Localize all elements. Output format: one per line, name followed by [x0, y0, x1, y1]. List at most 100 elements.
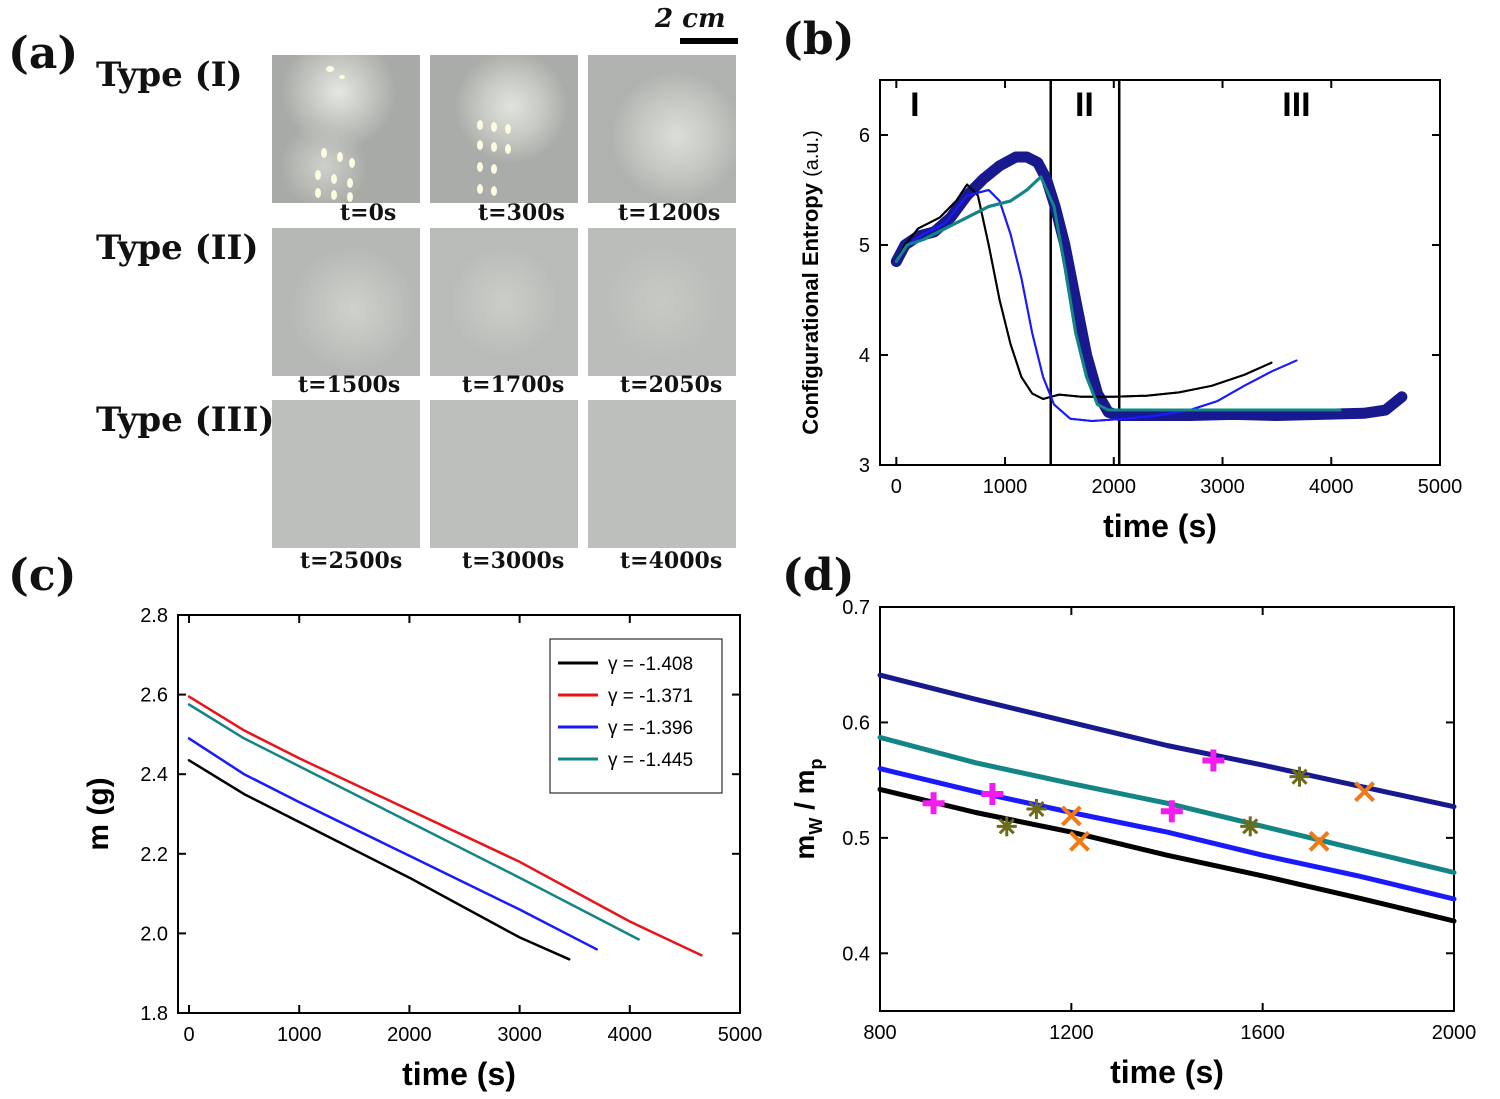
series-line-3	[187, 703, 640, 941]
marker-stroke	[1028, 800, 1045, 818]
marker-asterisk	[996, 816, 1017, 837]
legend-label: γ = -1.445	[608, 750, 693, 771]
series-line-blue	[877, 766, 1457, 902]
y-tick-label: 3	[859, 455, 870, 477]
type-label-3: Type (III)	[96, 400, 275, 440]
panel-label-a: (a)	[8, 28, 79, 79]
marker-stroke	[998, 818, 1015, 835]
y-tick-label: 2.6	[140, 685, 168, 707]
x-tick-label: 2000	[387, 1024, 432, 1046]
series-line-2	[187, 737, 598, 951]
x-tick-label: 5000	[1418, 476, 1463, 498]
photo-row3-col1	[272, 400, 420, 548]
y-axis-title-sub2: p	[806, 758, 826, 769]
x-tick-label: 4000	[1309, 476, 1354, 498]
series-line-teal	[877, 734, 1457, 875]
scale-bar-label: 2 cm	[655, 4, 726, 34]
x-tick-label: 2000	[1432, 1022, 1477, 1044]
caption-row3-col1: t=2500s	[300, 548, 403, 574]
y-axis-title-sub1: W	[806, 818, 826, 835]
series-line-navy	[890, 151, 1408, 421]
marker-asterisk	[1026, 799, 1047, 819]
x-tick-label: 4000	[608, 1024, 653, 1046]
marker-x	[1308, 830, 1330, 852]
type-label-2: Type (II)	[96, 228, 259, 268]
x-tick-label: 800	[863, 1022, 896, 1044]
y-tick-label: 2.8	[140, 605, 168, 627]
y-tick-label: 4	[859, 345, 870, 367]
y-axis-title-main: m	[789, 835, 820, 860]
x-tick-label: 1000	[277, 1024, 322, 1046]
marker-plus	[981, 782, 1004, 805]
chart-mass: 0 1000 2000 3000 4000 5000 1.8 2.0 2.2 2.4 2.6 2.8 t…	[82, 605, 763, 1092]
marker-asterisk	[1240, 816, 1261, 837]
plot-frame	[177, 614, 741, 1014]
caption-row1-col3: t=1200s	[618, 200, 721, 226]
x-axis-title: time (s)	[1103, 508, 1217, 544]
series-line-teal-top	[894, 175, 1342, 412]
photo-row2-col2	[430, 228, 578, 376]
y-tick-label: 6	[859, 125, 870, 147]
y-axis-title: m (g)	[82, 777, 115, 850]
panel-label-d: (d)	[782, 550, 855, 601]
x-axis-title: time (s)	[402, 1056, 516, 1092]
x-tick-label: 3000	[1200, 476, 1245, 498]
x-tick-label: 2000	[1092, 476, 1137, 498]
caption-row1-col1: t=0s	[340, 200, 397, 226]
y-axis-unit: (a.u.)	[801, 130, 823, 177]
series-line-1	[187, 695, 703, 957]
type-label-1: Type (I)	[96, 55, 243, 95]
marker-plus	[1202, 749, 1225, 772]
caption-row3-col2: t=3000s	[462, 548, 565, 574]
marker-stroke	[1308, 830, 1330, 852]
x-tick-label: 3000	[497, 1024, 542, 1046]
marker-stroke	[1242, 818, 1259, 835]
y-tick-label: 0.5	[842, 828, 870, 850]
x-tick-label: 1200	[1049, 1022, 1094, 1044]
region-label: I	[910, 86, 919, 124]
marker-plus	[922, 792, 945, 815]
legend-box	[549, 638, 723, 794]
marker-stroke	[1060, 805, 1082, 827]
series-line-black	[877, 786, 1457, 924]
region-label: II	[1075, 86, 1094, 124]
photo-row1-col2	[430, 55, 578, 203]
photo-row3-col3	[588, 400, 736, 548]
chart-mass-ratio: 800 1200 1600 2000 0.4 0.5 0.6 0.7 time (s) mW / …	[789, 597, 1477, 1090]
legend: γ = -1.408 γ = -1.371 γ = -1.396 γ = -1.445	[549, 638, 723, 794]
y-tick-label: 0.4	[842, 943, 870, 965]
y-tick-label: 2.0	[140, 923, 168, 945]
marker-x	[1060, 805, 1082, 827]
series-line-black-top	[895, 183, 1273, 400]
scale-bar	[680, 38, 738, 44]
y-tick-label: 2.4	[140, 764, 168, 786]
marker-stroke	[1354, 781, 1375, 803]
y-tick-label: 0.6	[842, 712, 870, 734]
photo-row1-col3	[588, 55, 736, 203]
legend-label: γ = -1.396	[608, 718, 693, 739]
y-axis-title: mW / mp	[789, 758, 826, 859]
legend-label: γ = -1.408	[608, 654, 693, 675]
caption-row2-col3: t=2050s	[620, 372, 723, 398]
x-tick-label: 1600	[1240, 1022, 1285, 1044]
x-tick-label: 0	[183, 1024, 194, 1046]
x-tick-label: 1000	[983, 476, 1028, 498]
marker-stroke	[1291, 768, 1308, 785]
photo-row3-col2	[430, 400, 578, 548]
marker-x	[1069, 830, 1090, 852]
droplets-overlay	[315, 66, 355, 202]
region-label: III	[1282, 86, 1310, 124]
caption-row2-col2: t=1700s	[462, 372, 565, 398]
y-axis-title: Configurational Entropy (a.u.)	[798, 130, 823, 435]
panel-label-b: (b)	[782, 14, 855, 65]
x-tick-label: 0	[891, 476, 902, 498]
caption-row3-col3: t=4000s	[620, 548, 723, 574]
photo-row2-col1	[272, 228, 420, 376]
plot-frame	[879, 79, 1441, 466]
y-tick-label: 5	[859, 235, 870, 257]
caption-row1-col2: t=300s	[478, 200, 565, 226]
photo-row2-col3	[588, 228, 736, 376]
y-tick-label: 2.2	[140, 844, 168, 866]
x-tick-label: 5000	[718, 1024, 763, 1046]
marker-stroke	[1069, 830, 1090, 852]
